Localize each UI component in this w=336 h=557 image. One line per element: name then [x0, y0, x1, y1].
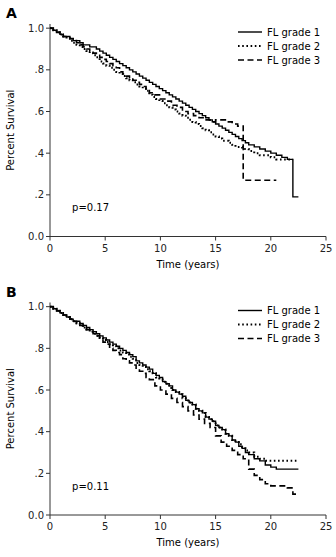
x-tick-label: 15: [209, 521, 222, 532]
x-axis-line: [50, 236, 326, 237]
y-tick-label: 0.0: [28, 510, 44, 521]
plot-area: [50, 307, 298, 495]
legend-label: FL grade 2: [267, 41, 320, 52]
x-tick: [326, 515, 327, 519]
legend-label: FL grade 3: [267, 333, 320, 344]
survival-line: [50, 28, 298, 197]
x-tick-label: 20: [264, 521, 277, 532]
y-tick: [46, 153, 50, 154]
y-tick-label: .2: [34, 468, 44, 479]
x-tick-label: 0: [47, 521, 53, 532]
x-tick: [215, 237, 216, 241]
x-tick: [160, 515, 161, 519]
x-tick-label: 10: [154, 521, 167, 532]
y-axis-label: Percent Survival: [5, 368, 16, 449]
x-tick: [270, 515, 271, 519]
x-tick-label: 5: [102, 521, 108, 532]
panel-label: B: [6, 284, 17, 300]
x-tick: [50, 237, 51, 241]
x-tick: [326, 237, 327, 241]
legend-swatch: [238, 324, 262, 326]
x-axis-line: [50, 515, 326, 516]
y-tick-label: .2: [34, 189, 44, 200]
legend-swatch: [238, 31, 262, 32]
x-tick: [270, 237, 271, 241]
survival-line: [50, 307, 298, 495]
y-tick: [46, 28, 50, 29]
x-tick-label: 10: [154, 243, 167, 254]
x-tick-label: 5: [102, 243, 108, 254]
legend-swatch: [238, 45, 262, 47]
y-tick-label: .6: [34, 106, 44, 117]
y-tick-label: 1.0: [28, 23, 44, 34]
y-tick: [46, 69, 50, 70]
y-axis-line: [50, 303, 51, 516]
legend-swatch: [238, 338, 262, 340]
y-tick: [46, 194, 50, 195]
legend: FL grade 1 FL grade 2 FL grade 3: [238, 305, 320, 344]
y-tick: [46, 390, 50, 391]
panel-label: A: [6, 5, 17, 21]
survival-line: [50, 307, 298, 470]
survival-line: [50, 28, 276, 180]
legend-swatch: [238, 310, 262, 311]
x-axis-label: Time (years): [156, 537, 220, 548]
legend-label: FL grade 2: [267, 319, 320, 330]
y-tick-label: .6: [34, 385, 44, 396]
x-tick: [105, 515, 106, 519]
x-tick-label: 15: [209, 243, 222, 254]
y-tick: [46, 431, 50, 432]
y-tick-label: 0.0: [28, 231, 44, 242]
plot-area: [50, 28, 298, 197]
figure: A 0 5 10 15 20 25 0.0 .2 .4 .6 .8 1.0 Time (years) Per…: [0, 0, 336, 557]
y-axis-line: [50, 24, 51, 237]
y-tick: [46, 236, 50, 237]
x-tick-label: 25: [320, 521, 333, 532]
legend-swatch: [238, 59, 262, 61]
x-tick: [160, 237, 161, 241]
x-tick-label: 20: [264, 243, 277, 254]
y-tick: [46, 473, 50, 474]
x-axis-label: Time (years): [156, 259, 220, 270]
legend-label: FL grade 3: [267, 55, 320, 66]
x-tick: [215, 515, 216, 519]
x-tick: [105, 237, 106, 241]
y-axis-label: Percent Survival: [5, 90, 16, 171]
legend-label: FL grade 1: [267, 27, 320, 38]
y-tick-label: .4: [34, 426, 44, 437]
survival-line: [50, 28, 293, 159]
y-tick: [46, 515, 50, 516]
legend: FL grade 1 FL grade 2 FL grade 3: [238, 27, 320, 66]
x-tick-label: 0: [47, 243, 53, 254]
y-tick: [46, 306, 50, 307]
y-tick: [46, 111, 50, 112]
x-tick: [50, 515, 51, 519]
y-tick-label: .8: [34, 343, 44, 354]
x-tick-label: 25: [320, 243, 333, 254]
annotation: p=0.17: [72, 202, 109, 213]
annotation: p=0.11: [72, 481, 109, 492]
y-tick-label: .8: [34, 64, 44, 75]
legend-label: FL grade 1: [267, 305, 320, 316]
y-tick: [46, 348, 50, 349]
panel: B 0 5 10 15 20 25 0.0 .2 .4 .6 .8 1.0 Time (years) Per…: [5, 284, 332, 549]
y-tick-label: .4: [34, 148, 44, 159]
y-tick-label: 1.0: [28, 301, 44, 312]
panel: A 0 5 10 15 20 25 0.0 .2 .4 .6 .8 1.0 Time (years) Per…: [5, 5, 332, 270]
